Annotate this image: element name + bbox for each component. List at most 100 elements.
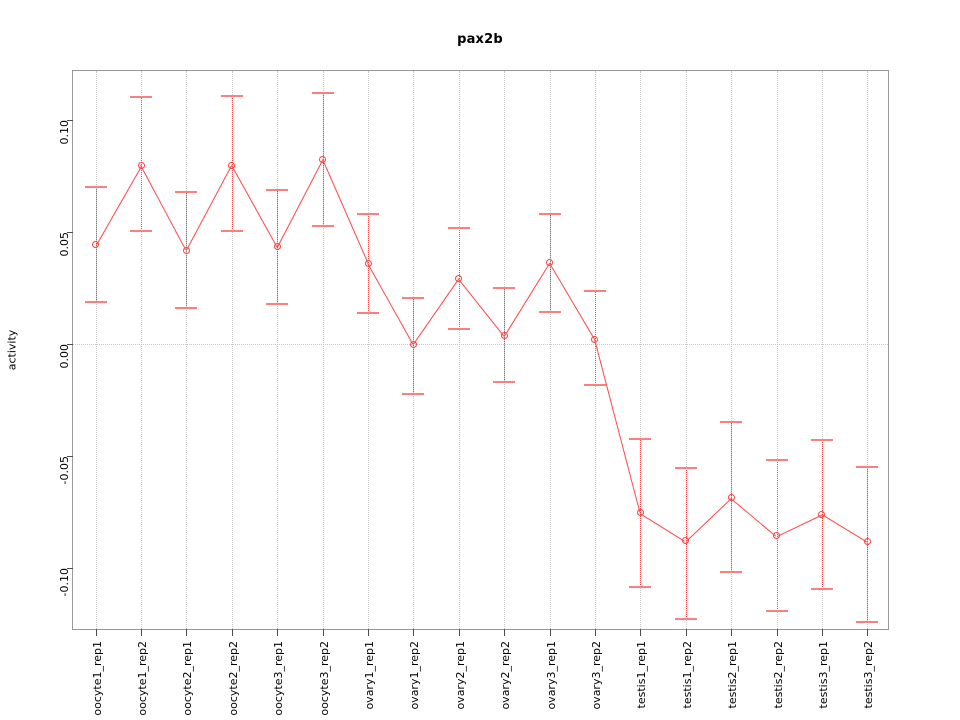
y-axis-tick bbox=[67, 456, 73, 458]
error-bar-cap-lower bbox=[266, 303, 289, 306]
x-axis-tick bbox=[640, 629, 642, 636]
error-bar-cap-lower bbox=[220, 230, 243, 233]
x-axis-tick-label: oocyte2_rep1 bbox=[181, 641, 195, 716]
error-bar-cap-upper bbox=[810, 439, 833, 442]
data-point-marker[interactable] bbox=[319, 155, 327, 163]
gridline-vertical bbox=[186, 71, 188, 629]
line-segment bbox=[186, 165, 233, 251]
line-segment bbox=[548, 262, 595, 340]
y-axis-tick-label: 0.00 bbox=[57, 344, 71, 369]
data-point-marker[interactable] bbox=[682, 537, 690, 545]
x-axis-tick bbox=[821, 629, 823, 636]
data-point-marker[interactable] bbox=[273, 243, 281, 251]
data-point-marker[interactable] bbox=[863, 538, 871, 546]
x-axis-tick bbox=[277, 629, 279, 636]
error-bar-cap-upper bbox=[493, 286, 516, 289]
x-axis-tick bbox=[458, 629, 460, 636]
x-axis-tick bbox=[867, 629, 869, 636]
x-axis-tick bbox=[141, 629, 143, 636]
data-point-marker[interactable] bbox=[137, 161, 145, 169]
x-axis-tick-label: testis3_rep2 bbox=[862, 641, 876, 709]
gridline-horizontal-zero bbox=[73, 344, 888, 346]
line-segment bbox=[367, 263, 414, 345]
error-bar-cap-upper bbox=[538, 212, 561, 215]
gridline-vertical bbox=[867, 71, 869, 629]
error-bar-cap-lower bbox=[175, 306, 198, 309]
x-axis-tick-label: ovary2_rep1 bbox=[453, 641, 467, 710]
y-axis-tick bbox=[67, 232, 73, 234]
gridline-vertical bbox=[821, 71, 823, 629]
gridline-vertical bbox=[368, 71, 370, 629]
y-axis-tick-label: 0.05 bbox=[57, 232, 71, 257]
plot-area bbox=[73, 71, 888, 629]
x-axis-tick-label: oocyte1_rep2 bbox=[136, 641, 150, 716]
data-point-marker[interactable] bbox=[409, 340, 417, 348]
x-axis-tick-label: testis2_rep1 bbox=[726, 641, 740, 709]
x-axis-tick bbox=[594, 629, 596, 636]
error-bar-cap-upper bbox=[175, 191, 198, 194]
data-point-marker[interactable] bbox=[546, 259, 554, 267]
x-axis-tick-label: ovary3_rep2 bbox=[589, 641, 603, 710]
line-segment bbox=[776, 514, 823, 537]
y-axis-tick bbox=[67, 344, 73, 346]
error-bar-cap-lower bbox=[720, 570, 743, 573]
error-bar-cap-lower bbox=[311, 225, 334, 227]
error-bar-cap-upper bbox=[266, 188, 289, 191]
error-bar-cap-lower bbox=[765, 610, 788, 613]
x-axis-tick bbox=[549, 629, 551, 636]
line-segment bbox=[321, 159, 369, 264]
y-axis-tick bbox=[67, 568, 73, 570]
line-segment bbox=[230, 165, 278, 248]
line-segment bbox=[277, 159, 324, 248]
error-bar-cap-upper bbox=[629, 438, 652, 441]
error-bar-cap-lower bbox=[629, 585, 652, 588]
data-point-marker[interactable] bbox=[228, 161, 236, 169]
x-axis-tick-label: ovary1_rep2 bbox=[408, 641, 422, 710]
line-segment bbox=[685, 497, 732, 542]
error-bar-cap-upper bbox=[311, 92, 334, 95]
error-bar-cap-upper bbox=[856, 466, 879, 469]
line-segment bbox=[413, 278, 460, 345]
x-axis-tick bbox=[731, 629, 733, 636]
error-bar-cap-upper bbox=[720, 421, 743, 424]
y-axis-label: activity bbox=[5, 329, 19, 371]
data-point-marker[interactable] bbox=[182, 246, 190, 254]
x-axis-tick-label: oocyte3_rep1 bbox=[272, 641, 286, 716]
data-point-marker[interactable] bbox=[818, 510, 826, 518]
error-bar-cap-upper bbox=[583, 289, 606, 292]
error-bar-cap-upper bbox=[357, 212, 380, 215]
data-point-marker[interactable] bbox=[591, 335, 599, 343]
data-point-marker[interactable] bbox=[500, 332, 508, 340]
error-bar-cap-upper bbox=[674, 466, 697, 469]
error-bar-cap-lower bbox=[357, 311, 380, 314]
x-axis-tick-label: testis1_rep1 bbox=[635, 641, 649, 709]
error-bar-cap-lower bbox=[130, 230, 153, 233]
line-segment bbox=[95, 165, 142, 246]
data-point-marker[interactable] bbox=[364, 259, 372, 267]
x-axis-tick bbox=[231, 629, 233, 636]
line-segment bbox=[504, 262, 551, 337]
error-bar-cap-lower bbox=[810, 587, 833, 590]
error-bar-cap-lower bbox=[447, 328, 470, 331]
data-point-marker[interactable] bbox=[92, 241, 100, 249]
error-bar-cap-upper bbox=[447, 227, 470, 230]
data-point-marker[interactable] bbox=[727, 494, 735, 502]
error-bar-cap-lower bbox=[402, 393, 425, 395]
data-point-marker[interactable] bbox=[455, 275, 463, 283]
gridline-vertical bbox=[277, 71, 279, 629]
y-axis-tick-label: -0.05 bbox=[57, 456, 71, 485]
gridline-vertical bbox=[640, 71, 642, 629]
gridline-vertical bbox=[95, 71, 97, 629]
error-bar-cap-upper bbox=[402, 297, 425, 300]
y-axis-tick-label: 0.10 bbox=[57, 120, 71, 145]
error-bar-cap-lower bbox=[538, 311, 561, 314]
data-point-marker[interactable] bbox=[636, 509, 644, 517]
x-axis-tick-label: testis1_rep2 bbox=[680, 641, 694, 709]
error-bar-cap-lower bbox=[493, 381, 516, 384]
data-point-marker[interactable] bbox=[773, 532, 781, 540]
error-bar-cap-upper bbox=[130, 95, 153, 98]
gridline-vertical bbox=[141, 71, 143, 629]
error-bar-cap-lower bbox=[583, 384, 606, 387]
plot-frame: 0.10 0.05 0.00 -0.05 -0.10 oocyte1_rep1 oocyte… bbox=[58, 70, 889, 716]
x-axis-tick-label: ovary3_rep1 bbox=[544, 641, 558, 710]
